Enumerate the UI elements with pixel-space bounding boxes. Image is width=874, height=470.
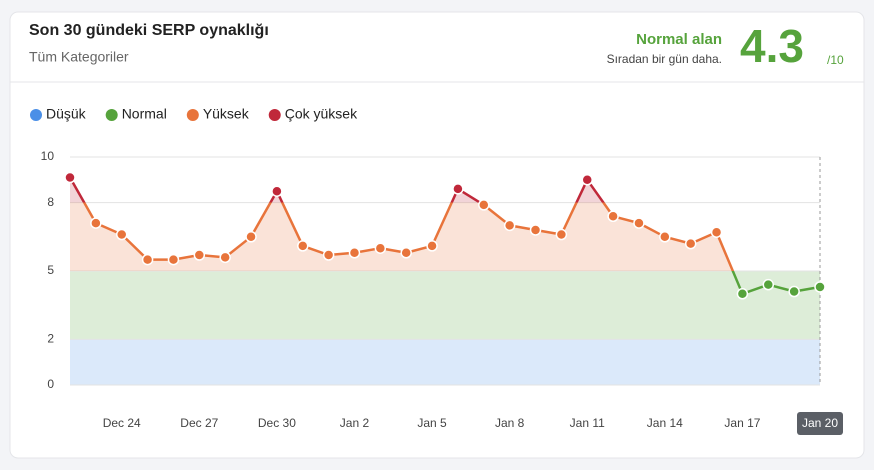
y-tick-label: 10: [41, 149, 55, 163]
y-tick-label: 2: [47, 332, 54, 346]
x-tick-label: Jan 20: [802, 416, 838, 430]
x-tick-label: Dec 27: [180, 416, 218, 430]
point[interactable]: [90, 217, 102, 229]
x-tick-label: Dec 30: [258, 416, 296, 430]
point[interactable]: [684, 237, 697, 250]
point[interactable]: [529, 224, 542, 236]
legend-label[interactable]: Yüksek: [203, 106, 250, 122]
x-tick-label: Dec 24: [103, 416, 141, 430]
legend-swatch[interactable]: [30, 109, 42, 121]
point[interactable]: [64, 171, 76, 184]
point[interactable]: [322, 249, 335, 261]
legend-label[interactable]: Normal: [122, 106, 167, 122]
y-tick-label: 8: [47, 195, 54, 209]
point[interactable]: [400, 247, 412, 259]
x-tick-label: Jan 17: [724, 416, 760, 430]
point[interactable]: [581, 174, 593, 186]
title: Son 30 gündeki SERP oynaklığı: [29, 22, 269, 39]
level-band: [70, 271, 820, 340]
point[interactable]: [141, 253, 154, 266]
point[interactable]: [193, 249, 206, 261]
point[interactable]: [814, 281, 826, 293]
point[interactable]: [710, 226, 723, 238]
selected-date-bg: [797, 412, 843, 435]
legend-label[interactable]: Çok yüksek: [285, 106, 358, 122]
point[interactable]: [659, 231, 671, 243]
score: 4.3: [740, 20, 804, 72]
point[interactable]: [115, 228, 128, 241]
level-band: [70, 339, 820, 385]
legend-swatch[interactable]: [186, 109, 199, 121]
point[interactable]: [297, 240, 309, 252]
point[interactable]: [348, 247, 361, 259]
point[interactable]: [374, 242, 387, 254]
legend-swatch[interactable]: [268, 109, 281, 121]
point[interactable]: [426, 240, 438, 252]
point[interactable]: [219, 251, 231, 264]
subtitle: Tüm Kategoriler: [29, 49, 129, 65]
point[interactable]: [633, 217, 645, 229]
point[interactable]: [736, 288, 749, 300]
y-tick-label: 0: [47, 377, 54, 391]
point[interactable]: [607, 210, 619, 223]
legend-swatch[interactable]: [105, 109, 118, 121]
point[interactable]: [271, 185, 283, 197]
point[interactable]: [167, 253, 180, 266]
point[interactable]: [555, 228, 568, 241]
point[interactable]: [788, 285, 800, 298]
x-tick-label: Jan 8: [495, 416, 525, 430]
x-tick-label: Jan 2: [340, 416, 370, 430]
status-note: Sıradan bir gün daha.: [607, 52, 722, 66]
legend-label[interactable]: Düşük: [46, 106, 87, 122]
x-tick-label: Jan 14: [647, 416, 683, 430]
x-tick-label: Jan 5: [417, 416, 447, 430]
point[interactable]: [762, 278, 775, 291]
area: [70, 177, 820, 271]
point[interactable]: [503, 219, 516, 232]
point[interactable]: [245, 231, 257, 243]
point[interactable]: [478, 199, 490, 211]
x-tick-label: Jan 11: [570, 416, 605, 430]
point[interactable]: [452, 183, 464, 195]
y-tick-label: 5: [47, 263, 54, 277]
status: Normal alan: [636, 31, 722, 48]
score-max: /10: [827, 53, 844, 67]
